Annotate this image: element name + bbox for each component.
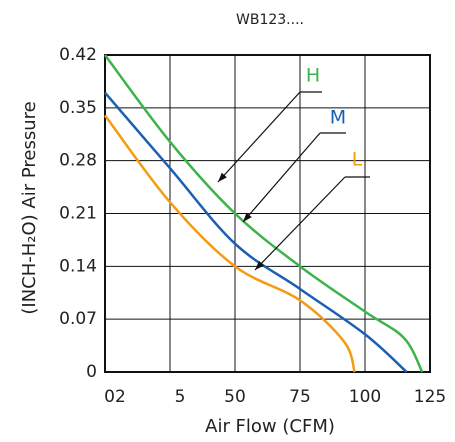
x-tick-label: 75	[289, 387, 311, 407]
series-label: M	[330, 107, 346, 129]
chart-title: WB123....	[236, 12, 304, 28]
x-tick-label: 125	[414, 387, 446, 407]
label-arrow	[254, 176, 346, 271]
line	[103, 114, 356, 373]
y-tick-label: 0.21	[59, 204, 97, 224]
label-arrow	[217, 91, 301, 183]
arrow-head	[243, 212, 252, 222]
x-axis-label: Air Flow (CFM)	[205, 416, 335, 437]
y-tick-label: 0.28	[59, 151, 97, 171]
y-tick-label: 0.42	[59, 45, 97, 65]
y-axis-label: (INCH-H₂O) Air Pressure	[19, 101, 40, 314]
y-tick-label: 0.14	[59, 256, 97, 276]
plot-frame	[104, 54, 431, 373]
y-tick-label: 0	[86, 362, 97, 382]
arrow-head	[218, 172, 227, 182]
x-tick-label: 50	[224, 387, 246, 407]
label-arrow	[242, 132, 321, 223]
series-label: L	[352, 149, 363, 171]
line	[103, 54, 424, 373]
y-tick-label: 0.35	[59, 98, 97, 118]
line	[104, 91, 408, 373]
x-tick-label: 5	[175, 387, 186, 407]
x-tick-label: 02	[104, 387, 126, 407]
y-tick-label: 0.07	[59, 309, 97, 329]
x-tick-label: 100	[349, 387, 381, 407]
arrow-head	[255, 260, 264, 270]
series-label: H	[306, 65, 320, 87]
